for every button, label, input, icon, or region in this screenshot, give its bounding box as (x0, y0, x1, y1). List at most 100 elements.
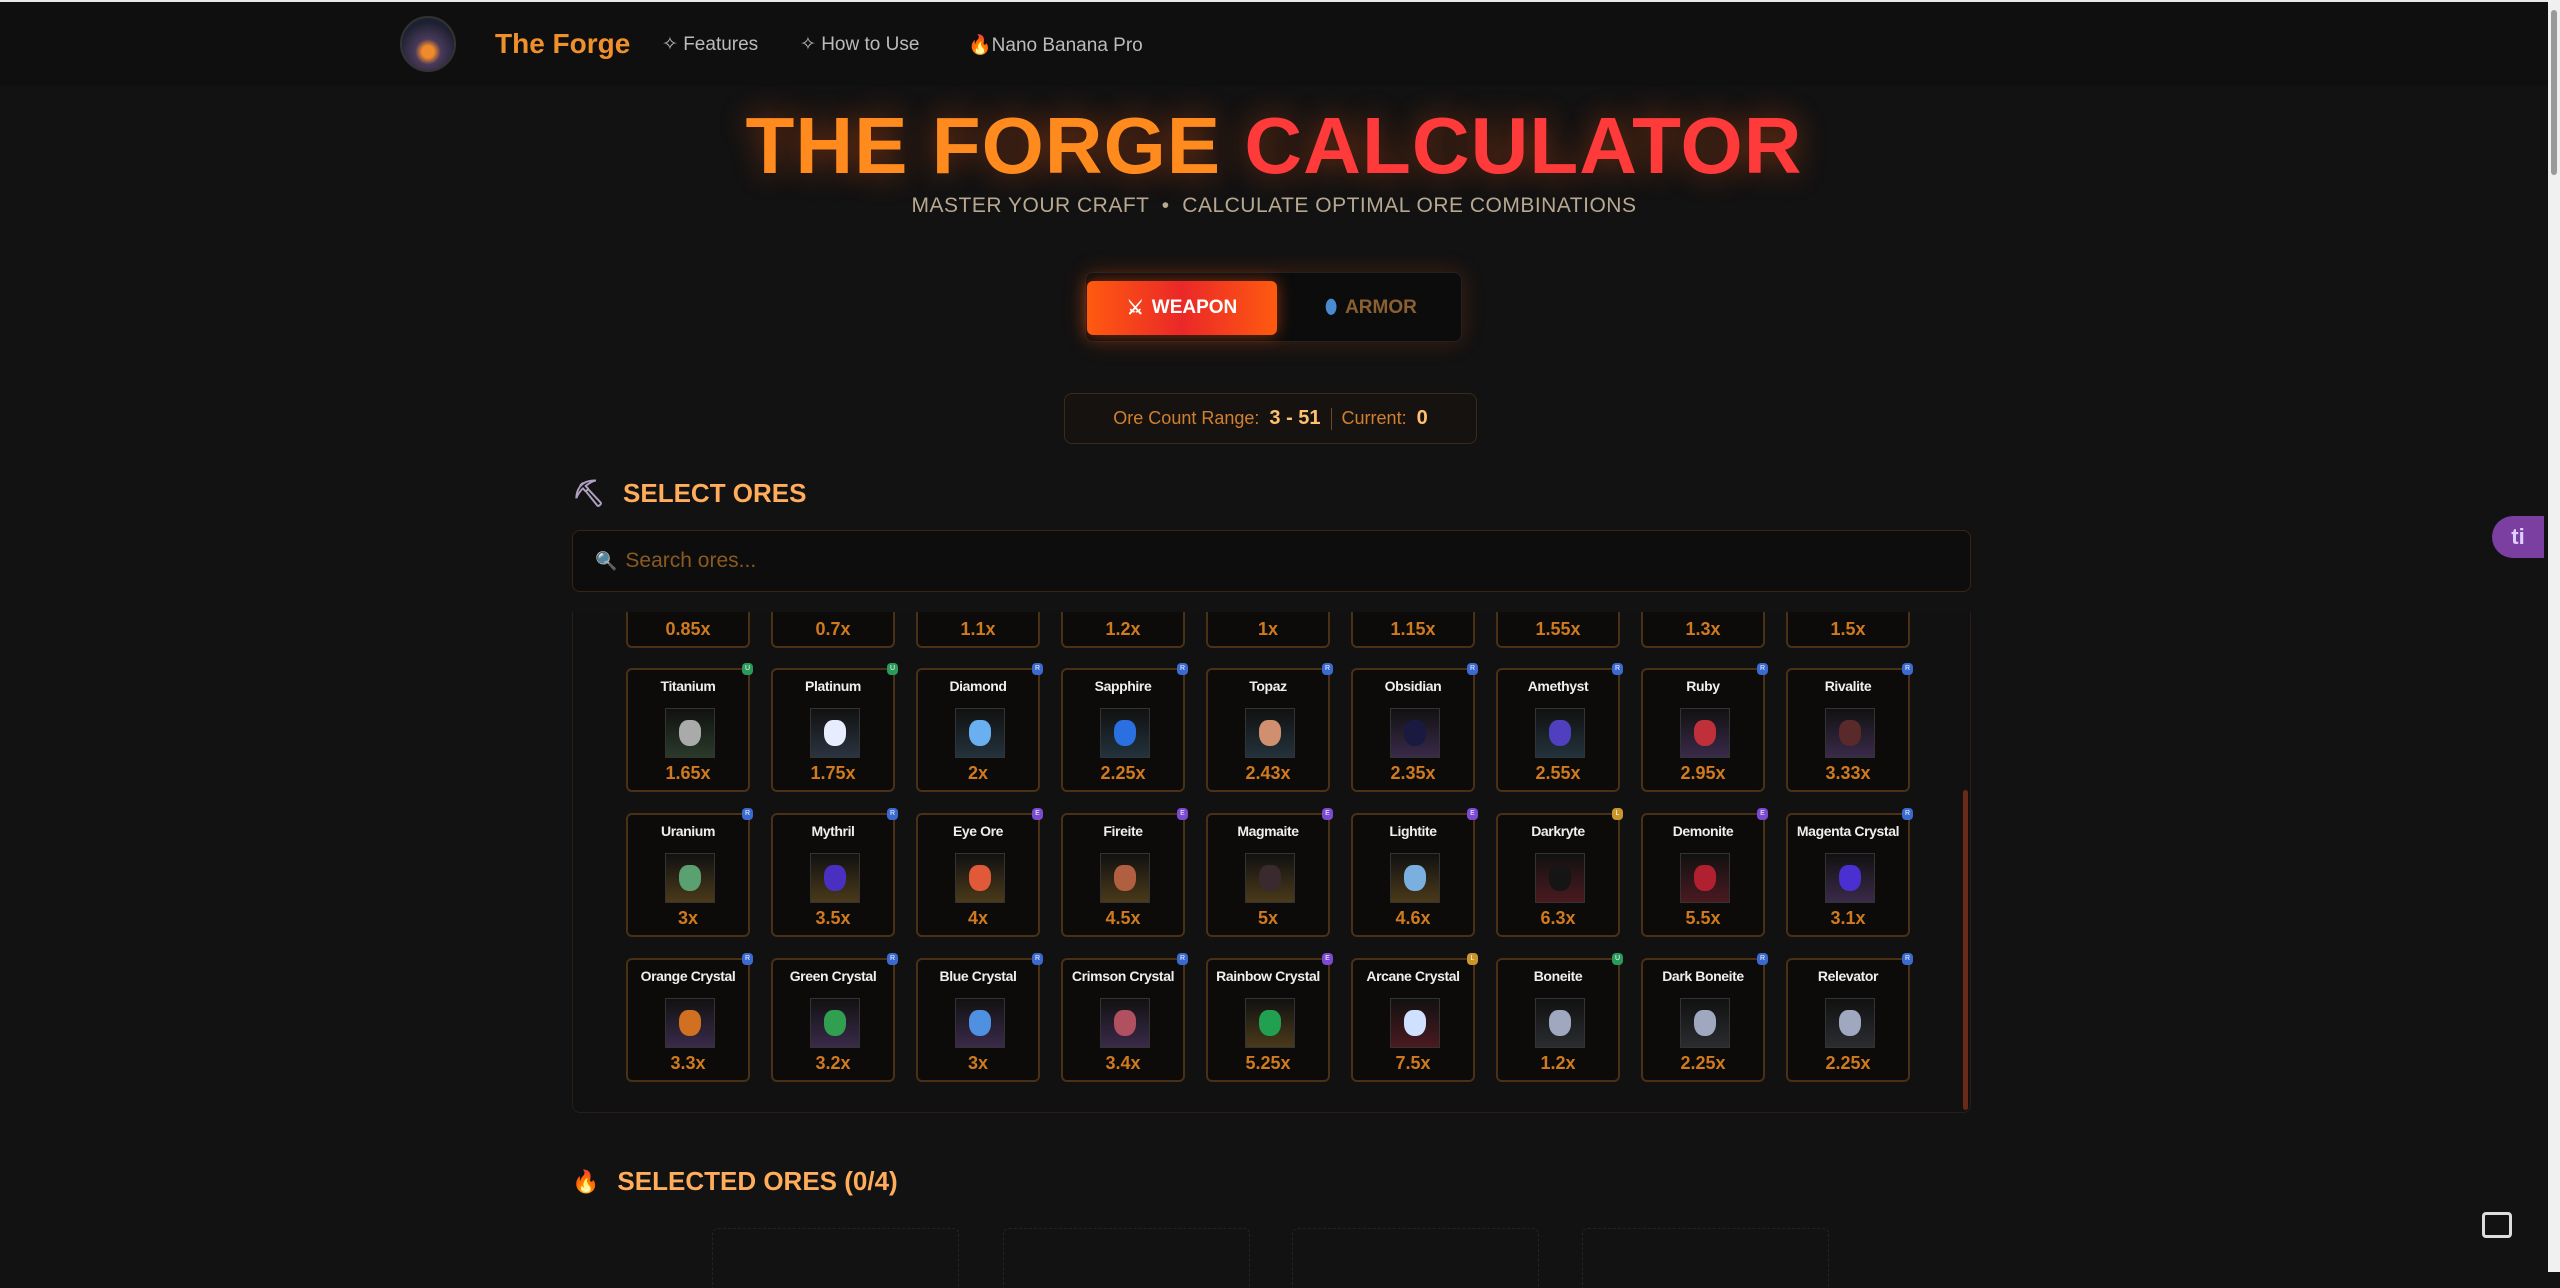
ore-gem-icon (969, 865, 991, 891)
ore-multiplier: 0.85x (665, 619, 711, 639)
ore-name: Uranium (661, 823, 715, 839)
rarity-badge: R (887, 808, 898, 820)
ore-name: Ruby (1686, 678, 1720, 694)
ore-multiplier: 3x (967, 1053, 989, 1073)
ore-card[interactable]: 1.5x (1786, 612, 1910, 648)
ore-card[interactable]: Darkryte L 6.3x (1496, 808, 1623, 937)
ore-card[interactable]: Green Crystal R 3.2x (771, 953, 898, 1082)
ore-image (1245, 998, 1295, 1048)
search-input[interactable] (625, 549, 1926, 573)
ore-card[interactable]: Eye Ore E 4x (916, 808, 1043, 937)
ore-gem-icon (679, 865, 701, 891)
ore-gem-icon (1259, 720, 1281, 746)
rarity-badge: R (742, 953, 753, 965)
ore-card[interactable]: Mythril R 3.5x (771, 808, 898, 937)
ore-card[interactable]: Relevator R 2.25x (1786, 953, 1913, 1082)
ore-gem-icon (824, 720, 846, 746)
ore-card[interactable]: Amethyst R 2.55x (1496, 663, 1623, 792)
brand-name[interactable]: The Forge (495, 28, 631, 59)
armor-button[interactable]: ⬮ ARMOR (1286, 281, 1456, 335)
title-part: CALCULATOR (1244, 101, 1803, 190)
weapon-button[interactable]: ⚔ WEAPON (1087, 281, 1277, 335)
rarity-badge: U (887, 663, 898, 675)
ore-card[interactable]: 1.55x (1496, 612, 1620, 648)
ore-card[interactable]: Fireite E 4.5x (1061, 808, 1188, 937)
ore-multiplier: 1.2x (1540, 1053, 1576, 1073)
ore-multiplier: 1.15x (1390, 619, 1436, 639)
ore-card[interactable]: Boneite U 1.2x (1496, 953, 1623, 1082)
ore-name: Rainbow Crystal (1216, 968, 1320, 984)
ore-card[interactable]: Obsidian R 2.35x (1351, 663, 1478, 792)
ore-card[interactable]: 1.2x (1061, 612, 1185, 648)
grid-scrollbar[interactable] (1963, 790, 1968, 1110)
ore-multiplier: 5.5x (1685, 908, 1721, 928)
rarity-badge: R (742, 808, 753, 820)
ore-multiplier: 5x (1257, 908, 1279, 928)
rarity-badge: R (1177, 953, 1188, 965)
ore-card[interactable]: 1.15x (1351, 612, 1475, 648)
ore-card[interactable]: 1.1x (916, 612, 1040, 648)
ore-image (1100, 853, 1150, 903)
rarity-badge: R (1032, 663, 1043, 675)
ore-name: Titanium (660, 678, 716, 694)
floating-widget[interactable]: ti (2492, 516, 2544, 558)
ore-card[interactable]: 0.7x (771, 612, 895, 648)
ore-card[interactable]: 1x (1206, 612, 1330, 648)
ore-gem-icon (1694, 720, 1716, 746)
rarity-badge: R (1902, 663, 1913, 675)
logo[interactable] (400, 16, 456, 72)
ore-card[interactable]: Rivalite R 3.33x (1786, 663, 1913, 792)
ore-gem-icon (1549, 865, 1571, 891)
ore-grid[interactable]: 0.85x 0.7x 1.1x 1.2x 1x 1.15x 1.55x 1.3x 1.5x Tit… (572, 612, 1971, 1113)
search-icon: 🔍 (595, 550, 618, 571)
ore-slot[interactable] (1292, 1228, 1539, 1288)
ore-image (665, 708, 715, 758)
ore-image (1680, 853, 1730, 903)
rarity-badge: R (887, 953, 898, 965)
subtitle: MASTER YOUR CRAFT • CALCULATE OPTIMAL OR… (911, 194, 1637, 217)
ore-card[interactable]: 1.3x (1641, 612, 1765, 648)
ore-multiplier: 4x (967, 908, 989, 928)
ore-multiplier: 2.43x (1245, 763, 1291, 783)
nav-features[interactable]: ✧ Features (662, 33, 758, 56)
ore-card[interactable]: Dark Boneite R 2.25x (1641, 953, 1768, 1082)
ore-name: Sapphire (1094, 678, 1152, 694)
ore-card[interactable]: Rainbow Crystal E 5.25x (1206, 953, 1333, 1082)
nav-label: Features (683, 34, 759, 55)
rarity-badge: R (1902, 808, 1913, 820)
ore-card[interactable]: Lightite E 4.6x (1351, 808, 1478, 937)
ore-gem-icon (1694, 865, 1716, 891)
ore-slot[interactable] (712, 1228, 959, 1288)
ore-image (1245, 853, 1295, 903)
swords-icon: ⚔ (1126, 297, 1144, 319)
ore-card[interactable]: Magenta Crystal R 3.1x (1786, 808, 1913, 937)
ore-card[interactable]: Orange Crystal R 3.3x (626, 953, 753, 1082)
ore-slot[interactable] (1003, 1228, 1250, 1288)
ore-card[interactable]: Demonite E 5.5x (1641, 808, 1768, 937)
ore-card[interactable]: Platinum U 1.75x (771, 663, 898, 792)
ore-card[interactable]: Topaz R 2.43x (1206, 663, 1333, 792)
ore-card[interactable]: Ruby R 2.95x (1641, 663, 1768, 792)
ore-gem-icon (1839, 1010, 1861, 1036)
ore-card[interactable]: Sapphire R 2.25x (1061, 663, 1188, 792)
nav-how-to-use[interactable]: ✧ How to Use (800, 33, 919, 56)
ore-card[interactable]: 0.85x (626, 612, 750, 648)
ore-card[interactable]: Arcane Crystal L 7.5x (1351, 953, 1478, 1082)
chat-icon[interactable] (2482, 1212, 2512, 1238)
ore-card[interactable]: Crimson Crystal R 3.4x (1061, 953, 1188, 1082)
ore-card[interactable]: Magmaite E 5x (1206, 808, 1333, 937)
ore-multiplier: 3.2x (815, 1053, 851, 1073)
heading-text: SELECT ORES (623, 478, 807, 508)
ore-card[interactable]: Uranium R 3x (626, 808, 753, 937)
page-scrollbar[interactable] (2548, 0, 2560, 1272)
ore-image (665, 998, 715, 1048)
shield-icon: ⬮ (1325, 297, 1338, 318)
ore-card[interactable]: Titanium U 1.65x (626, 663, 753, 792)
nav-nano-banana-pro[interactable]: 🔥Nano Banana Pro (968, 33, 1143, 57)
ore-slot[interactable] (1582, 1228, 1829, 1288)
ore-card[interactable]: Blue Crystal R 3x (916, 953, 1043, 1082)
ore-multiplier: 2x (967, 763, 989, 783)
scrollbar-thumb[interactable] (2551, 10, 2557, 175)
rarity-badge: L (1612, 808, 1623, 820)
ore-card[interactable]: Diamond R 2x (916, 663, 1043, 792)
